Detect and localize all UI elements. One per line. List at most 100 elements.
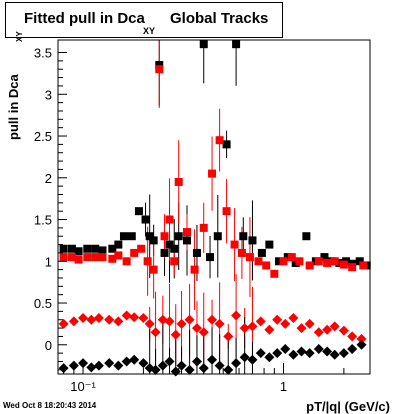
data-point-diamond xyxy=(322,346,333,357)
data-point-square xyxy=(141,215,150,224)
data-point-square xyxy=(199,40,208,49)
data-point-square xyxy=(83,244,92,253)
data-point-square xyxy=(348,263,357,272)
data-point-diamond xyxy=(347,343,358,354)
data-point-square xyxy=(323,258,332,267)
title-box: Fitted pull in Dca XY Global Tracks xyxy=(5,2,283,38)
data-point-square xyxy=(230,240,239,249)
data-point-diamond xyxy=(329,321,340,332)
data-point-square xyxy=(222,207,231,216)
data-point-square xyxy=(355,257,364,266)
data-point-diamond xyxy=(86,362,97,373)
data-point-diamond xyxy=(280,343,291,354)
plot-frame xyxy=(57,39,371,375)
data-point-diamond xyxy=(231,358,242,369)
data-point-diamond xyxy=(356,339,367,350)
data-point-square xyxy=(248,236,257,245)
data-point-diamond xyxy=(121,310,132,321)
data-point-diamond xyxy=(329,349,340,360)
data-point-square xyxy=(67,253,76,262)
data-point-square xyxy=(330,257,339,266)
data-point-diamond xyxy=(288,349,299,360)
data-point-diamond xyxy=(68,316,79,327)
data-point-square xyxy=(134,207,143,216)
data-point-diamond xyxy=(191,323,202,334)
data-point-square xyxy=(143,257,152,266)
data-point-square xyxy=(122,257,131,266)
data-point-diamond xyxy=(129,312,140,323)
data-point-square xyxy=(108,244,117,253)
data-point-square xyxy=(127,232,136,241)
data-point-diamond xyxy=(338,325,349,336)
data-point-square xyxy=(108,254,117,263)
data-point-square xyxy=(199,223,208,232)
data-point-diamond xyxy=(214,318,225,329)
data-point-diamond xyxy=(184,314,195,325)
data-point-diamond xyxy=(68,360,79,371)
data-point-diamond xyxy=(207,354,218,365)
data-point-square xyxy=(208,169,217,178)
data-point-square xyxy=(174,177,183,186)
data-point-diamond xyxy=(164,356,175,367)
data-point-square xyxy=(149,265,158,274)
data-point-diamond xyxy=(104,314,115,325)
data-point-diamond xyxy=(184,364,195,375)
data-point-diamond xyxy=(264,324,275,335)
data-point-square xyxy=(237,248,246,257)
data-point-square xyxy=(145,232,154,241)
data-point-square xyxy=(270,269,279,278)
data-point-diamond xyxy=(144,318,155,329)
data-point-square xyxy=(182,236,191,245)
y-axis-label-subscript: XY xyxy=(15,31,24,42)
data-point-diamond xyxy=(280,318,291,329)
data-point-square xyxy=(275,257,284,266)
data-point-diamond xyxy=(231,310,242,321)
data-point-diamond xyxy=(296,323,307,334)
data-point-diamond xyxy=(138,313,149,324)
data-point-diamond xyxy=(93,360,104,371)
data-point-square xyxy=(98,246,107,255)
data-point-square xyxy=(295,257,304,266)
data-point-diamond xyxy=(304,348,315,359)
data-point-diamond xyxy=(296,346,307,357)
data-point-diamond xyxy=(304,318,315,329)
data-point-square xyxy=(302,232,311,241)
data-point-square xyxy=(160,248,169,257)
y-axis-label: pull in Dca XY xyxy=(5,31,24,140)
y-tick-label: 3 xyxy=(45,87,52,102)
data-point-diamond xyxy=(138,358,149,369)
data-point-square xyxy=(130,248,139,257)
y-tick-label: 3.5 xyxy=(34,46,52,61)
data-point-diamond xyxy=(322,324,333,335)
data-point-square xyxy=(91,244,100,253)
data-point-square xyxy=(170,257,179,266)
data-point-square xyxy=(190,265,199,274)
data-point-diamond xyxy=(247,354,258,365)
data-point-square xyxy=(335,258,344,267)
data-point-square xyxy=(137,244,146,253)
data-point-diamond xyxy=(255,348,266,359)
data-point-square xyxy=(339,260,348,269)
y-tick-label: 2.5 xyxy=(34,129,52,144)
data-point-diamond xyxy=(313,343,324,354)
y-axis-label-text: pull in Dca xyxy=(6,74,21,140)
data-point-square xyxy=(165,215,174,224)
chart-title-subscript: XY xyxy=(143,26,156,36)
data-point-square xyxy=(59,253,68,262)
data-point-diamond xyxy=(223,331,234,342)
data-point-diamond xyxy=(264,352,275,363)
data-point-diamond xyxy=(104,358,115,369)
data-point-diamond xyxy=(338,348,349,359)
data-point-diamond xyxy=(347,331,358,342)
chart-title: Fitted pull in Dca xyxy=(24,10,145,27)
data-point-square xyxy=(254,257,263,266)
data-point-square xyxy=(206,253,215,262)
data-point-square xyxy=(91,253,100,262)
data-point-diamond xyxy=(78,313,89,324)
data-point-diamond xyxy=(150,327,161,338)
data-point-diamond xyxy=(113,360,124,371)
data-point-square xyxy=(192,248,201,257)
y-tick-label: 0.5 xyxy=(34,296,52,311)
data-point-square xyxy=(174,232,183,241)
